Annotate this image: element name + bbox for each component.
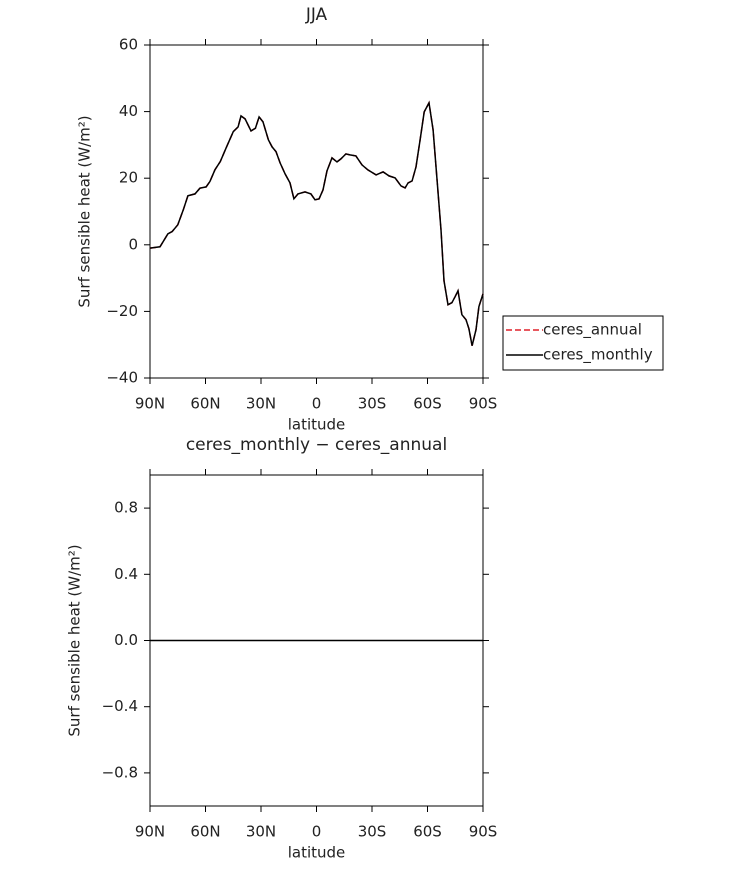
y-tick-label: 40 [119, 102, 138, 120]
legend-box [502, 315, 664, 371]
x-tick-label: 30N [246, 395, 276, 413]
y-tick-label: 0.4 [114, 565, 138, 583]
y-tick-label: 0.0 [114, 631, 138, 649]
plot-frame [149, 44, 484, 379]
legend-label: ceres_annual [543, 321, 642, 340]
x-axis-label: latitude [288, 416, 346, 434]
y-tick-label: −20 [106, 302, 138, 320]
y-tick-label: 20 [119, 169, 138, 187]
y-tick-label: 0 [128, 235, 138, 253]
y-axis-label: Surf sensible heat (W/m²) [76, 115, 94, 307]
x-tick-label: 0 [312, 395, 322, 413]
x-axis-label: latitude [288, 844, 346, 862]
x-tick-label: 60S [413, 395, 442, 413]
x-tick-label: 30S [358, 395, 387, 413]
x-tick-label: 60N [190, 395, 220, 413]
y-tick-label: 0.8 [114, 499, 138, 517]
x-tick-label: 0 [312, 823, 322, 841]
x-tick-label: 60S [413, 823, 442, 841]
x-tick-label: 90N [135, 395, 165, 413]
y-tick-label: −0.4 [102, 697, 138, 715]
x-tick-label: 30N [246, 823, 276, 841]
x-tick-label: 30S [358, 823, 387, 841]
data-line [149, 100, 484, 346]
y-tick-label: −0.8 [102, 763, 138, 781]
y-axis-label: Surf sensible heat (W/m²) [66, 544, 84, 736]
y-tick-label: −40 [106, 369, 138, 387]
chart-title: ceres_monthly − ceres_annual [186, 435, 447, 455]
x-tick-label: 90N [135, 823, 165, 841]
data-line [149, 100, 484, 346]
legend-label: ceres_monthly [543, 346, 653, 365]
y-tick-label: 60 [119, 36, 138, 54]
chart-title: JJA [305, 5, 328, 25]
x-tick-label: 90S [469, 395, 498, 413]
x-tick-label: 60N [190, 823, 220, 841]
x-tick-label: 90S [469, 823, 498, 841]
